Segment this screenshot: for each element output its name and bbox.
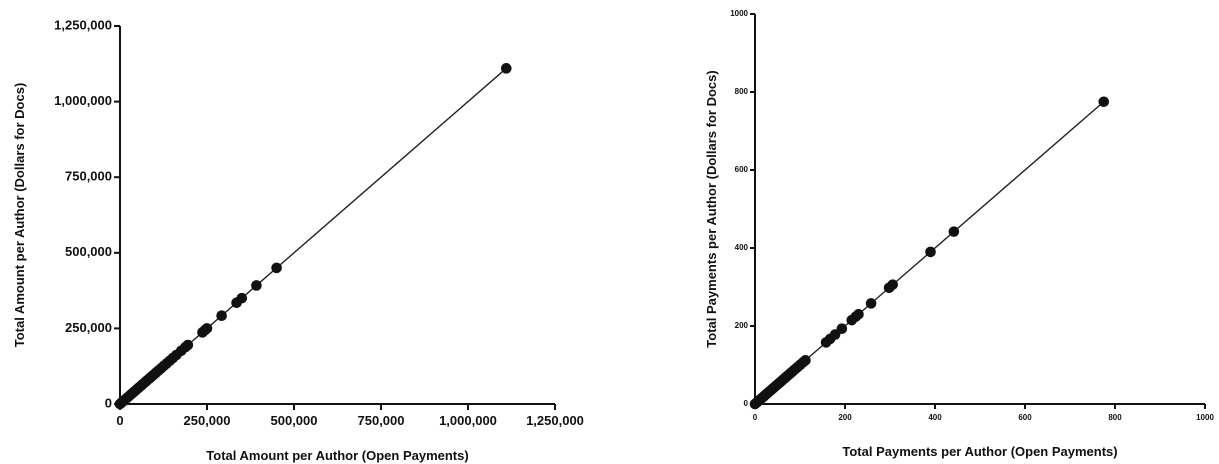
right-y-tick-label: 1000: [730, 9, 748, 18]
right-y-axis-title: Total Payments per Author (Dollars for D…: [704, 70, 719, 347]
left-y-axis-title: Total Amount per Author (Dollars for Doc…: [12, 83, 27, 348]
right-x-tick-label: 200: [838, 413, 852, 422]
left-x-tick-label: 0: [116, 413, 123, 428]
right-data-point: [865, 298, 877, 309]
left-x-axis-title: Total Amount per Author (Open Payments): [206, 448, 468, 463]
left-data-point: [271, 262, 282, 274]
left-x-tick-label: 500,000: [271, 413, 318, 428]
left-y-tick-label: 1,000,000: [54, 93, 112, 108]
left-y-tick-label: 250,000: [65, 320, 112, 335]
left-x-tick-label: 250,000: [184, 413, 231, 428]
right-data-point: [800, 355, 811, 366]
left-data-point: [182, 339, 194, 351]
right-y-tick-label: 200: [735, 321, 749, 330]
right-x-tick-label: 400: [928, 413, 942, 422]
right-x-axis-title: Total Payments per Author (Open Payments…: [842, 444, 1117, 459]
left-data-point: [251, 280, 262, 291]
left-y-tick-label: 750,000: [65, 169, 112, 184]
left-x-tick-label: 1,000,000: [439, 413, 497, 428]
left-data-point: [236, 292, 248, 304]
right-x-tick-label: 1000: [1196, 413, 1214, 422]
right-y-tick-label: 600: [735, 165, 749, 174]
right-scatter-plot: 0 200 400 600 800 1000 0 200 400 600 800 1000 Total …: [704, 9, 1214, 459]
right-data-point: [836, 323, 848, 335]
right-x-tick-label: 800: [1108, 413, 1122, 422]
left-x-tick-label: 750,000: [358, 413, 405, 428]
left-x-tick-label: 1,250,000: [526, 413, 584, 428]
right-y-tick-label: 800: [735, 87, 749, 96]
right-data-point: [853, 308, 864, 320]
left-data-point: [201, 323, 213, 334]
right-y-tick-label: 400: [735, 243, 749, 252]
right-data-point: [1098, 96, 1110, 108]
right-x-tick-label: 0: [753, 413, 758, 422]
left-data-point: [216, 310, 227, 321]
left-data-point: [500, 63, 512, 74]
left-y-tick-label: 1,250,000: [54, 17, 112, 32]
right-data-point: [948, 226, 960, 237]
right-data-point: [925, 246, 936, 258]
right-y-tick-label: 0: [744, 399, 749, 408]
right-data-point: [829, 329, 841, 340]
left-scatter-plot: 0 250,000 500,000 750,000 1,000,000 1,250,000…: [12, 17, 584, 463]
right-x-tick-label: 600: [1018, 413, 1032, 422]
right-data-point: [887, 279, 899, 290]
left-y-tick-label: 0: [105, 395, 112, 410]
left-y-tick-label: 500,000: [65, 244, 112, 259]
